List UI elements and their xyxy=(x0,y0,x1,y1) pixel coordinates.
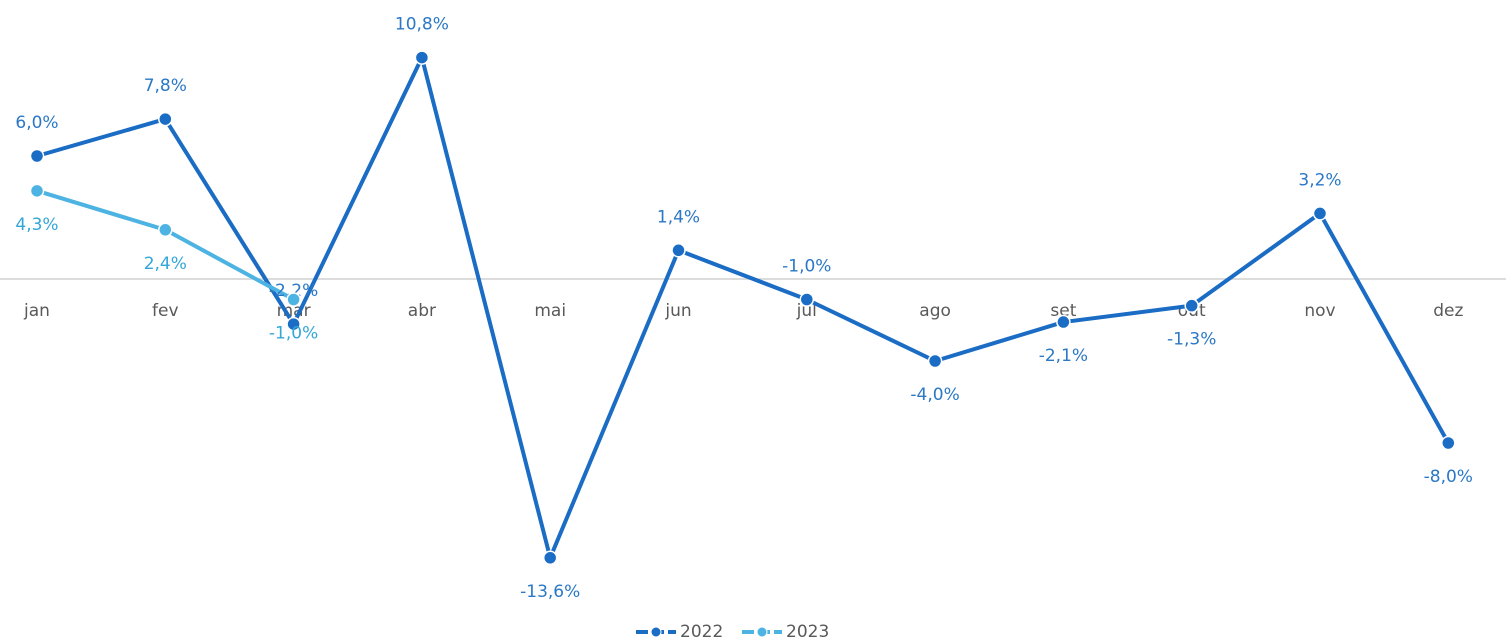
data-label: 4,3% xyxy=(15,215,58,235)
data-point xyxy=(29,183,45,199)
legend-marker xyxy=(650,626,662,638)
x-tick-label: jan xyxy=(23,301,50,321)
data-label: -13,6% xyxy=(520,582,580,602)
data-label: 2,4% xyxy=(144,254,187,274)
series-line xyxy=(36,55,1451,560)
data-label: -8,0% xyxy=(1424,467,1473,487)
data-point xyxy=(286,316,301,332)
x-tick-label: ago xyxy=(919,301,951,321)
legend-marker xyxy=(756,626,768,638)
x-tick-label: dez xyxy=(1433,301,1463,321)
data-point xyxy=(799,292,815,307)
data-point xyxy=(1184,298,1199,313)
data-label: -1,0% xyxy=(269,324,318,344)
data-point xyxy=(414,50,430,65)
x-tick-label: set xyxy=(1050,301,1076,321)
data-point xyxy=(542,550,558,566)
data-point xyxy=(158,222,173,238)
legend-label: 2023 xyxy=(786,622,829,642)
data-label: -2,1% xyxy=(1039,346,1088,366)
x-tick-label: nov xyxy=(1304,301,1335,321)
x-tick-label: jun xyxy=(664,301,691,321)
data-label: -1,0% xyxy=(782,257,831,277)
data-point xyxy=(1312,206,1328,221)
data-point xyxy=(286,292,301,307)
data-label: 1,4% xyxy=(657,207,700,227)
data-label: -1,3% xyxy=(1167,330,1216,350)
data-point xyxy=(1441,435,1456,451)
data-point xyxy=(927,353,943,369)
legend-label: 2022 xyxy=(680,622,723,642)
data-label: 10,8% xyxy=(395,15,449,35)
data-label: -2,2% xyxy=(269,281,318,301)
data-point xyxy=(671,243,686,258)
x-tick-label: jul xyxy=(796,301,817,321)
data-point xyxy=(158,111,173,127)
data-point xyxy=(1056,314,1071,330)
x-tick-label: mai xyxy=(534,301,566,321)
data-label: -4,0% xyxy=(910,385,959,405)
data-label: 3,2% xyxy=(1298,170,1341,190)
data-label: 6,0% xyxy=(15,113,58,133)
x-tick-label: fev xyxy=(152,301,179,321)
data-label: 7,8% xyxy=(144,76,187,96)
series-line xyxy=(36,188,295,302)
x-tick-label: abr xyxy=(408,301,436,321)
data-point xyxy=(29,148,45,164)
